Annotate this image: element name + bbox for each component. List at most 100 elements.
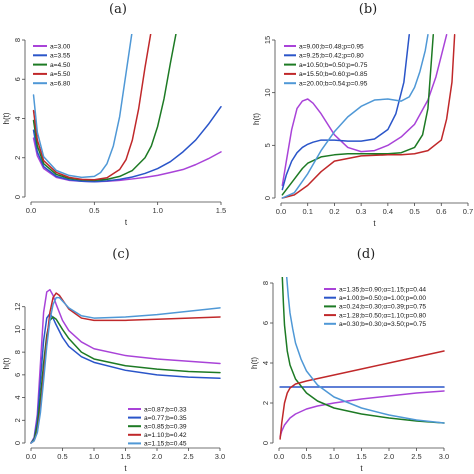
- y-tick-label: 8: [261, 281, 270, 285]
- y-tick-label: 5: [263, 143, 272, 147]
- x-tick-label: 0.0: [274, 452, 284, 461]
- series-group: [281, 34, 456, 199]
- x-tick-label: 2.0: [384, 452, 394, 461]
- panel-1: (a) 0 2 4 6 8 0.0 0.5 1.0 1.5 t h(t) a=3.00 a=3.55 a=4…: [2, 2, 226, 227]
- legend: a=9.00;b=0.48;p=0.95 a=9.25;b=0.42;p=0.80…: [284, 43, 368, 88]
- series-line-1: [279, 390, 445, 438]
- series-group: [279, 277, 445, 440]
- series-line-4: [281, 34, 456, 199]
- panel-letter: (c): [112, 247, 129, 262]
- legend-label: a=1.35;b=0.90;α=1.15;p=0.44: [339, 286, 426, 293]
- y-tick-label: 8: [13, 38, 22, 42]
- x-tick-label: 1.0: [152, 206, 162, 215]
- x-tick-label: 0.0: [26, 452, 36, 461]
- x-tick-label: 0.0: [26, 206, 36, 215]
- axes: 0 5 10 15 0.0 0.1 0.2 0.3 0.4 0.5 0.6 0.7 t h(t): [252, 36, 473, 228]
- legend-label: a=4.50: [50, 62, 71, 69]
- series-line-3: [281, 277, 445, 424]
- y-axis-label: h(t): [252, 113, 261, 125]
- legend-label: a=0.30;b=0.30;α=3.50;p=0.75: [339, 321, 426, 328]
- y-tick-label: 15: [263, 36, 272, 44]
- y-axis-label: h(t): [2, 357, 11, 369]
- legend-label: a=9.25;b=0.42;p=0.80: [299, 53, 364, 60]
- axes: 0 2 4 6 8 0.0 0.5 1.0 1.5 2.0 2.5 3.0 t h(t): [250, 281, 449, 473]
- legend-label: a=6.80: [50, 81, 71, 88]
- legend-label: a=0.87;b=0.33: [144, 406, 187, 413]
- panel-letter: (b): [359, 2, 377, 17]
- y-axis-label: h(t): [250, 357, 259, 369]
- series-line-2: [32, 105, 222, 183]
- series-group: [30, 288, 221, 444]
- x-tick-label: 0.5: [409, 207, 419, 216]
- legend-label: a=20.00;b=0.54;p=0.95: [299, 81, 368, 88]
- legend-label: a=1.10;b=0.42: [144, 432, 187, 439]
- series-line-3: [32, 34, 177, 182]
- y-tick-label: 0: [13, 441, 22, 445]
- x-tick-label: 0.1: [302, 207, 312, 216]
- legend-label: a=15.50;b=0.60;p=0.85: [299, 71, 368, 78]
- x-axis-label: t: [360, 464, 363, 473]
- y-tick-label: 4: [13, 395, 22, 399]
- x-axis-label: t: [125, 218, 128, 227]
- x-tick-label: 0.2: [329, 207, 339, 216]
- series-line-4: [32, 34, 152, 181]
- panel-letter: (a): [109, 2, 127, 17]
- legend-label: a=1.15;b=0.45: [144, 441, 187, 448]
- legend-label: a=1.28;b=0.50;α=1.10;p=0.80: [339, 312, 426, 319]
- legend: a=1.35;b=0.90;α=1.15;p=0.44 a=1.00;b=0.50…: [324, 286, 426, 328]
- y-tick-label: 2: [261, 401, 270, 405]
- series-line-1: [30, 288, 221, 444]
- legend: a=0.87;b=0.33a=0.77;b=0.35a=0.85;b=0.39a…: [128, 406, 187, 448]
- y-tick-label: 10: [13, 325, 22, 333]
- legend-label: a=9.00;b=0.48;p=0.95: [299, 43, 364, 50]
- y-tick-label: 4: [13, 116, 22, 120]
- panel-3: (c) 0 2 4 6 8 10 12 0.0 0.5 1.0 1.5 2.0 2.5 3.0 t h(t) a=…: [2, 247, 225, 473]
- y-tick-label: 2: [13, 418, 22, 422]
- x-tick-label: 0.7: [463, 207, 473, 216]
- x-tick-label: 3.0: [439, 452, 449, 461]
- legend-label: a=5.50: [50, 71, 71, 78]
- legend-label: a=1.00;b=0.50;α=1.00;p=0.00: [339, 295, 426, 302]
- x-tick-label: 0.5: [89, 206, 99, 215]
- x-tick-label: 1.5: [120, 452, 130, 461]
- y-tick-label: 10: [263, 88, 272, 96]
- series-line-5: [285, 277, 445, 424]
- y-tick-label: 0: [261, 441, 270, 445]
- x-tick-label: 2.0: [152, 452, 162, 461]
- y-tick-label: 4: [261, 361, 270, 365]
- legend-label: a=0.24;b=0.30;α=0.39;p=0.75: [339, 304, 426, 311]
- y-tick-label: 6: [261, 321, 270, 325]
- series-line-3: [281, 34, 435, 196]
- y-tick-label: 6: [13, 373, 22, 377]
- x-tick-label: 1.0: [89, 452, 99, 461]
- legend-label: a=3.55: [50, 53, 71, 60]
- y-tick-label: 6: [13, 77, 22, 81]
- panel-letter: (d): [357, 247, 375, 262]
- series-line-1: [32, 137, 222, 183]
- y-axis-label: h(t): [2, 112, 11, 124]
- series-line-5: [32, 34, 133, 179]
- x-axis-label: t: [373, 219, 376, 228]
- x-axis-label: t: [124, 464, 127, 473]
- y-tick-label: 8: [13, 350, 22, 354]
- series-line-2: [30, 312, 221, 444]
- legend-label: a=0.85;b=0.39: [144, 424, 187, 431]
- x-tick-label: 2.5: [411, 452, 421, 461]
- x-tick-label: 0.5: [301, 452, 311, 461]
- x-tick-label: 0.6: [436, 207, 446, 216]
- y-tick-label: 0: [263, 196, 272, 200]
- axes: 0 2 4 6 8 10 12 0.0 0.5 1.0 1.5 2.0 2.5 3.0 t h(t): [2, 303, 225, 473]
- panel-2: (b) 0 5 10 15 0.0 0.1 0.2 0.3 0.4 0.5 0.6 0.7 t h(t) a=…: [252, 2, 473, 228]
- series-line-3: [30, 316, 221, 444]
- x-tick-label: 0.0: [276, 207, 286, 216]
- axes: 0 2 4 6 8 0.0 0.5 1.0 1.5 t h(t): [2, 38, 226, 227]
- x-tick-label: 1.5: [216, 206, 226, 215]
- legend-label: a=3.00: [50, 43, 71, 50]
- x-tick-label: 0.3: [356, 207, 366, 216]
- x-tick-label: 2.5: [183, 452, 193, 461]
- x-tick-label: 1.5: [356, 452, 366, 461]
- x-tick-label: 0.4: [383, 207, 393, 216]
- x-tick-label: 3.0: [215, 452, 225, 461]
- x-tick-label: 0.5: [57, 452, 67, 461]
